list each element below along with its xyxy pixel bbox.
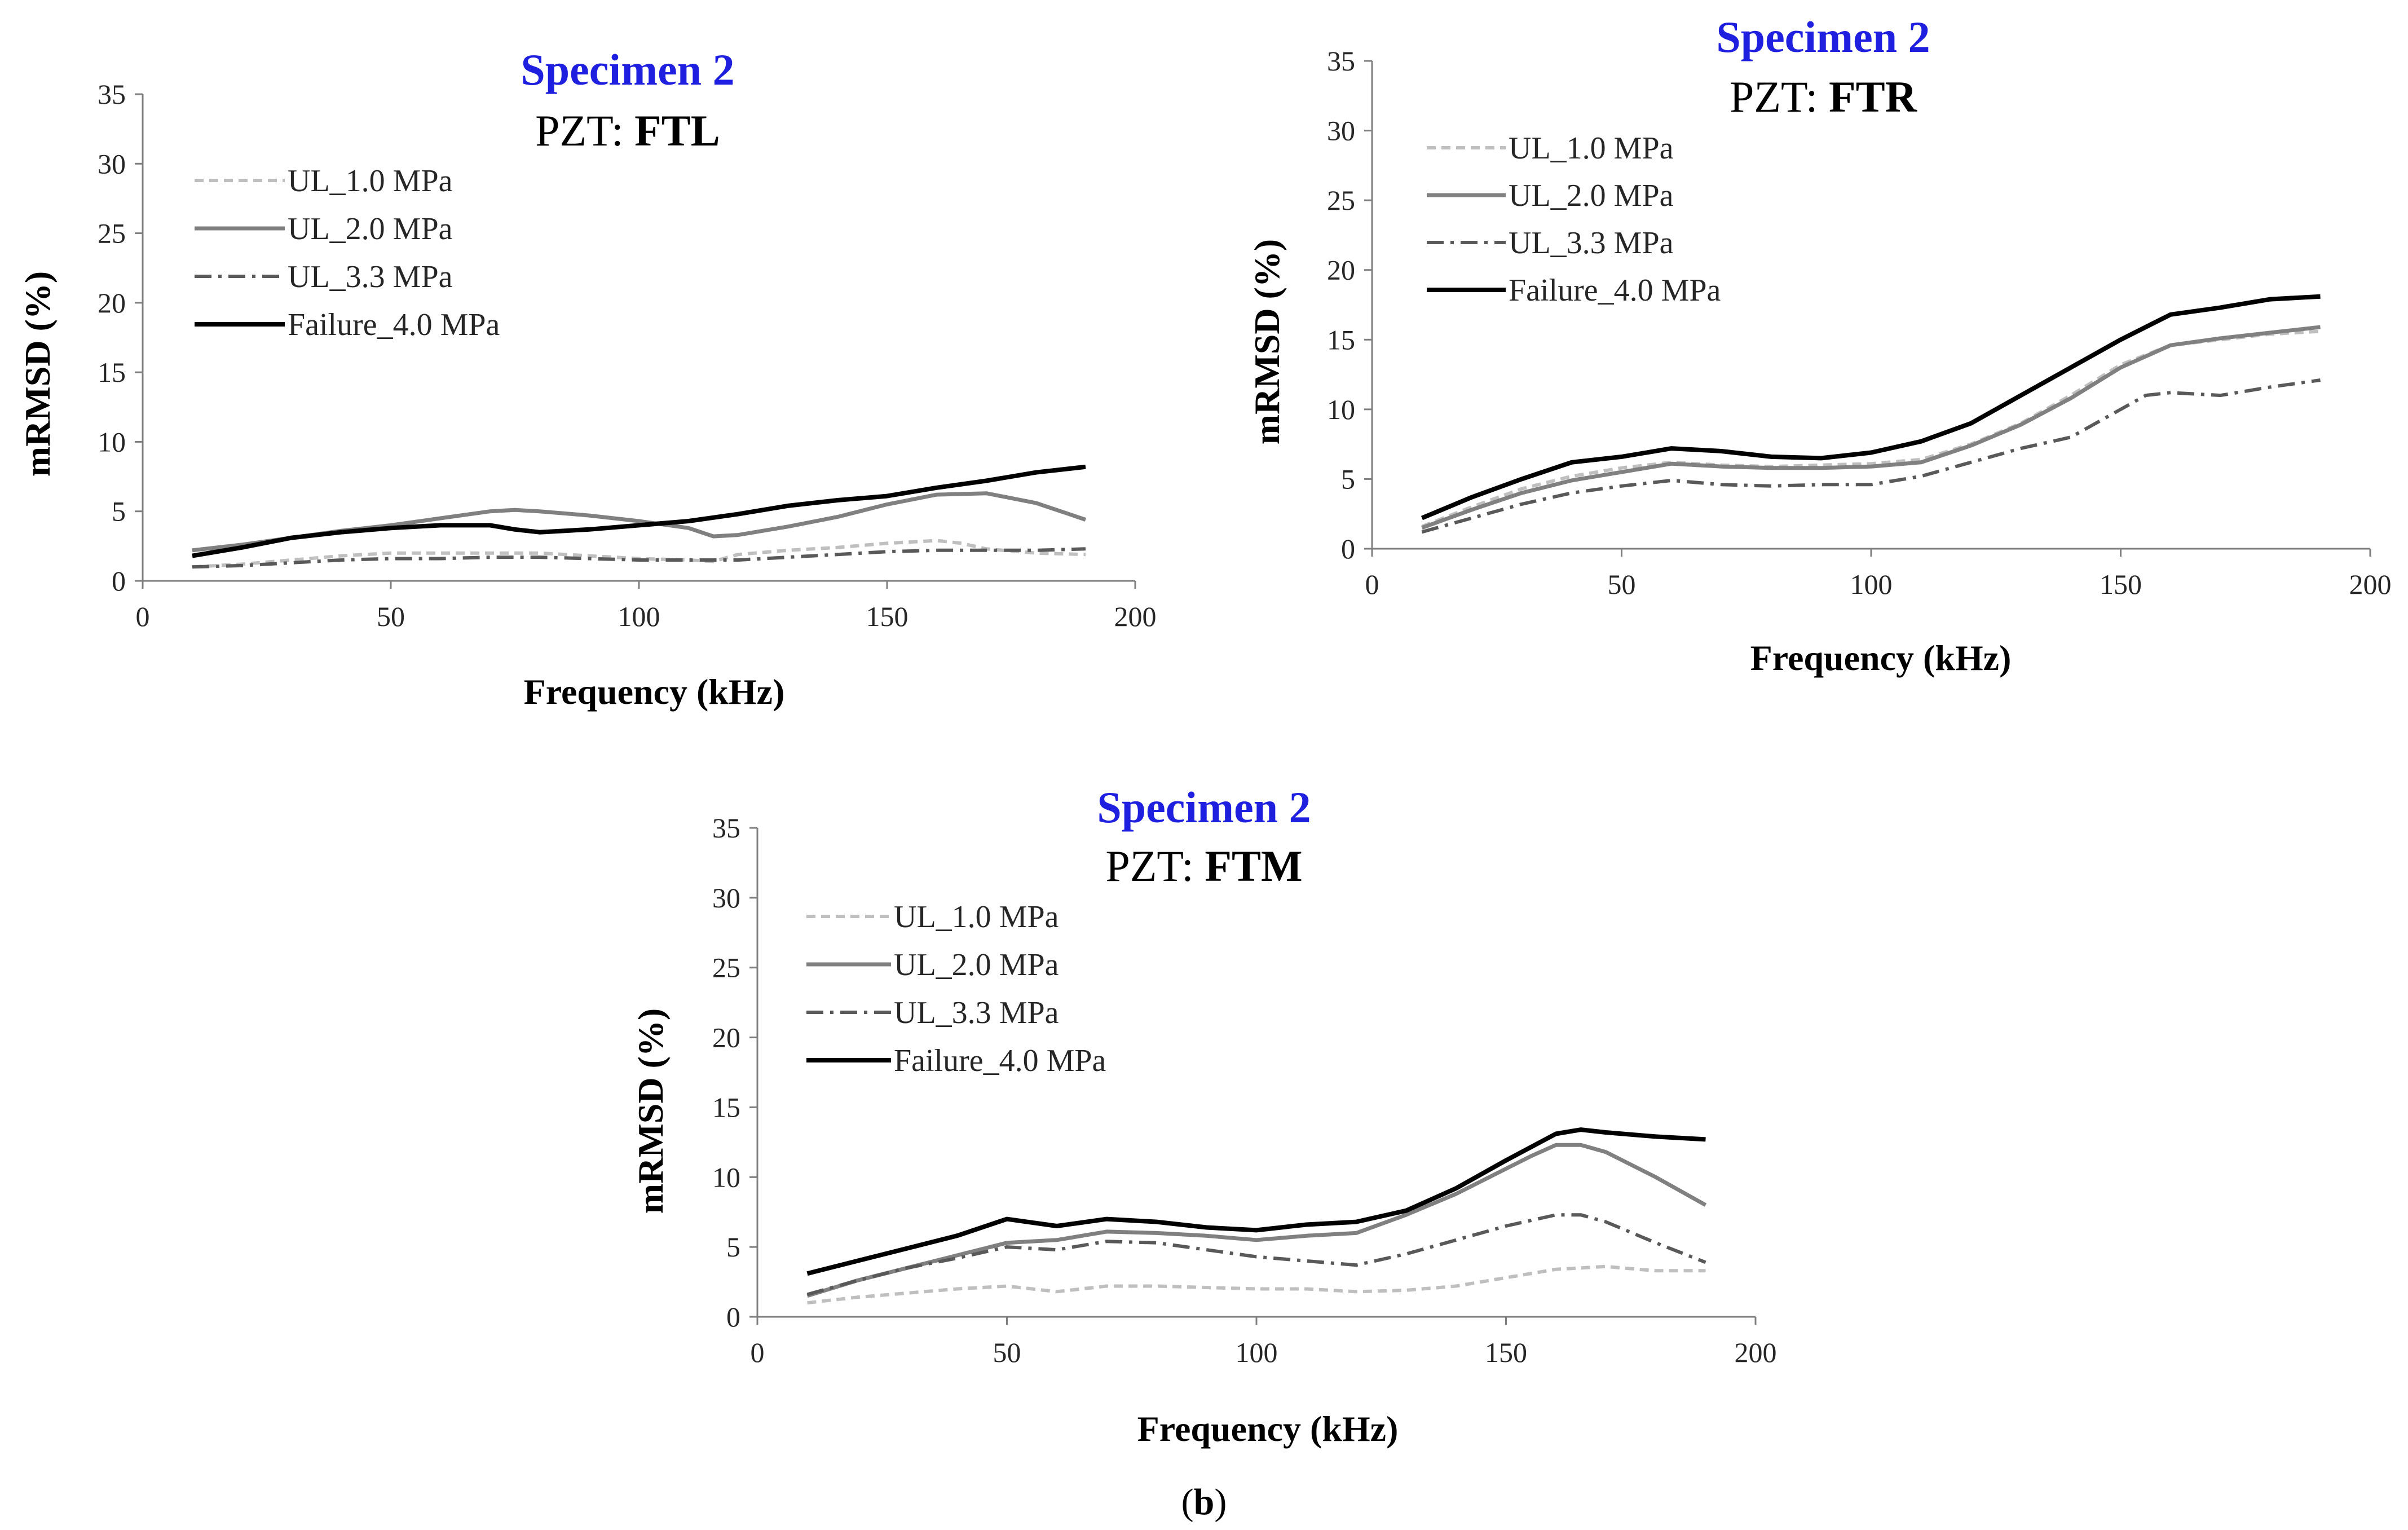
chart-ftl-legend-label-ul-1-0: UL_1.0 MPa bbox=[288, 164, 453, 199]
chart-ftl-ytick-label: 20 bbox=[98, 287, 126, 319]
chart-ftl-legend-label-failure: Failure_4.0 MPa bbox=[288, 307, 500, 342]
chart-ftr-legend-label-ul-1-0: UL_1.0 MPa bbox=[1509, 131, 1674, 166]
chart-ftr-ytick-label: 0 bbox=[1341, 533, 1355, 565]
chart-ftm-subtitle-prefix: PZT: bbox=[1105, 841, 1205, 890]
chart-ftr-ytick-label: 5 bbox=[1341, 463, 1355, 495]
chart-ftm-xtick-label: 200 bbox=[1735, 1337, 1777, 1368]
chart-ftm-series-failure bbox=[806, 1127, 1706, 1276]
chart-ftr-ytick-label: 25 bbox=[1327, 184, 1355, 216]
chart-ftm-legend-label-ul-3-3: UL_3.3 MPa bbox=[894, 995, 1059, 1030]
chart-ftm-ytick-label: 35 bbox=[712, 812, 740, 844]
chart-ftm-ytick-label: 0 bbox=[726, 1301, 740, 1333]
chart-ftr: Specimen 2 PZT: FTR Frequency (kHz) mRMS… bbox=[1247, 12, 2392, 678]
chart-ftl-ytick-label: 25 bbox=[98, 218, 126, 249]
chart-ftl-ytick-label: 35 bbox=[98, 78, 126, 110]
chart-ftr-ylabel: mRMSD (%) bbox=[1247, 239, 1287, 444]
chart-ftm-subtitle-bold: FTM bbox=[1205, 841, 1302, 890]
chart-ftr-ytick-label: 30 bbox=[1327, 115, 1355, 147]
chart-ftm-legend-label-failure: Failure_4.0 MPa bbox=[894, 1043, 1106, 1078]
chart-ftm-title: Specimen 2 bbox=[1097, 783, 1311, 832]
chart-ftr-xtick-label: 0 bbox=[1365, 568, 1379, 600]
chart-ftm-ytick-label: 5 bbox=[726, 1231, 740, 1263]
chart-ftm-ytick-label: 15 bbox=[712, 1091, 740, 1123]
chart-ftr-xlabel: Frequency (kHz) bbox=[1750, 638, 2012, 678]
chart-ftl-xlabel: Frequency (kHz) bbox=[524, 672, 785, 712]
chart-ftl-series-ul-1-0 bbox=[192, 539, 1086, 569]
figure-caption-label: b bbox=[1194, 1482, 1215, 1523]
chart-ftl-ytick-label: 30 bbox=[98, 148, 126, 179]
chart-ftm-ylabel: mRMSD (%) bbox=[630, 1008, 671, 1214]
chart-ftm-subtitle: PZT: FTM bbox=[1105, 841, 1302, 890]
chart-ftr-xtick-label: 200 bbox=[2349, 568, 2392, 600]
chart-ftm-series-ul-3-3 bbox=[806, 1213, 1706, 1297]
figure-caption: (b) bbox=[1181, 1482, 1227, 1523]
chart-ftl-ytick-label: 5 bbox=[112, 496, 126, 527]
chart-ftr-ytick-label: 35 bbox=[1327, 45, 1355, 77]
chart-ftl-xtick-label: 150 bbox=[866, 601, 908, 632]
chart-ftr-xtick-label: 150 bbox=[2100, 568, 2142, 600]
chart-ftl-xtick-label: 100 bbox=[618, 601, 660, 632]
chart-ftm-xtick-label: 50 bbox=[993, 1337, 1021, 1368]
chart-ftl-series-ul-2-0 bbox=[192, 491, 1087, 553]
chart-ftr-series-ul-2-0 bbox=[1421, 325, 2321, 530]
chart-ftl-ylabel: mRMSD (%) bbox=[17, 271, 58, 477]
chart-ftr-subtitle-prefix: PZT: bbox=[1730, 72, 1829, 121]
chart-ftl-ytick-label: 10 bbox=[98, 426, 126, 457]
chart-ftl-series-ul-3-3 bbox=[192, 547, 1086, 569]
chart-ftl: Specimen 2 PZT: FTL Frequency (kHz) mRMS… bbox=[17, 45, 1157, 712]
chart-ftm-legend-label-ul-2-0: UL_2.0 MPa bbox=[894, 947, 1059, 982]
chart-ftm: Specimen 2 PZT: FTM Frequency (kHz) mRMS… bbox=[630, 783, 1777, 1449]
chart-ftm-xlabel: Frequency (kHz) bbox=[1137, 1409, 1399, 1449]
chart-ftm-series-ul-2-0 bbox=[806, 1143, 1707, 1298]
chart-ftr-legend-label-ul-2-0: UL_2.0 MPa bbox=[1509, 178, 1674, 213]
chart-ftl-subtitle-prefix: PZT: bbox=[535, 106, 634, 155]
chart-ftm-ytick-label: 30 bbox=[712, 882, 740, 914]
chart-ftr-subtitle-bold: FTR bbox=[1829, 72, 1918, 121]
chart-ftr-legend-label-failure: Failure_4.0 MPa bbox=[1509, 273, 1721, 308]
chart-ftl-xtick-label: 200 bbox=[1114, 601, 1157, 632]
chart-ftr-ytick-label: 15 bbox=[1327, 324, 1355, 355]
chart-ftl-xtick-label: 0 bbox=[136, 601, 150, 632]
chart-ftl-xtick-label: 50 bbox=[377, 601, 405, 632]
chart-ftl-ytick-label: 0 bbox=[112, 565, 126, 597]
chart-ftr-xtick-label: 100 bbox=[1850, 568, 1893, 600]
chart-ftr-title: Specimen 2 bbox=[1716, 12, 1930, 61]
chart-ftr-legend-label-ul-3-3: UL_3.3 MPa bbox=[1509, 226, 1674, 261]
chart-ftr-ytick-label: 10 bbox=[1327, 394, 1355, 425]
chart-ftm-ytick-label: 20 bbox=[712, 1022, 740, 1053]
chart-ftl-ytick-label: 15 bbox=[98, 356, 126, 388]
chart-ftr-xtick-label: 50 bbox=[1608, 568, 1636, 600]
chart-ftm-legend-label-ul-1-0: UL_1.0 MPa bbox=[894, 900, 1059, 934]
chart-ftr-series-ul-3-3 bbox=[1421, 378, 2321, 534]
chart-ftl-subtitle-bold: FTL bbox=[634, 106, 720, 155]
chart-ftr-series-failure bbox=[1421, 294, 2321, 521]
chart-ftl-legend-label-ul-2-0: UL_2.0 MPa bbox=[288, 211, 453, 246]
chart-ftm-ytick-label: 25 bbox=[712, 952, 740, 984]
chart-ftm-xtick-label: 0 bbox=[751, 1337, 765, 1368]
chart-ftr-ytick-label: 20 bbox=[1327, 254, 1355, 286]
chart-ftm-ytick-label: 10 bbox=[712, 1161, 740, 1193]
chart-ftm-xtick-label: 100 bbox=[1236, 1337, 1278, 1368]
chart-ftr-subtitle: PZT: FTR bbox=[1730, 72, 1918, 121]
chart-ftm-xtick-label: 150 bbox=[1485, 1337, 1527, 1368]
chart-ftl-series-failure bbox=[192, 464, 1086, 558]
chart-ftl-legend-label-ul-3-3: UL_3.3 MPa bbox=[288, 259, 453, 294]
chart-ftl-subtitle: PZT: FTL bbox=[535, 106, 720, 155]
chart-ftm-series-ul-1-0 bbox=[807, 1264, 1706, 1305]
chart-ftl-title: Specimen 2 bbox=[521, 45, 734, 94]
